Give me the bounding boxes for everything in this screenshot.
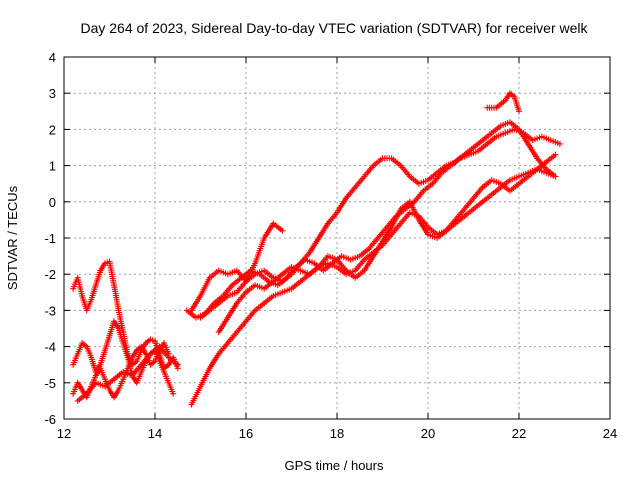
series-line (218, 154, 556, 333)
series-markers (70, 258, 181, 372)
series-trace-5 (188, 220, 286, 314)
x-tick-label: 20 (421, 426, 435, 441)
y-tick-label: 0 (49, 195, 56, 210)
y-tick-label: 1 (49, 159, 56, 174)
y-axis-label: SDTVAR / TECUs (5, 185, 20, 290)
series-markers (188, 220, 286, 314)
series-layer (70, 90, 563, 408)
chart-title: Day 264 of 2023, Sidereal Day-to-day VTE… (80, 20, 588, 36)
y-tick-label: 3 (49, 86, 56, 101)
series-markers (183, 126, 563, 321)
y-tick-label: -3 (44, 303, 56, 318)
y-tick-label: -1 (44, 231, 56, 246)
y-tick-label: -4 (44, 340, 56, 355)
series-trace-8 (197, 119, 559, 321)
x-tick-label: 12 (57, 426, 71, 441)
series-line (186, 128, 561, 319)
series-trace-10 (484, 90, 522, 115)
grid-lines (64, 57, 610, 419)
y-tick-label: -5 (44, 376, 56, 391)
y-tick-label: 4 (49, 50, 56, 65)
series-markers (74, 343, 181, 404)
series-trace-6 (183, 126, 563, 321)
series-markers (484, 90, 522, 115)
y-tick-label: -2 (44, 267, 56, 282)
x-tick-label: 16 (239, 426, 253, 441)
x-tick-label: 18 (330, 426, 344, 441)
series-markers (197, 119, 559, 321)
y-tick-label: -6 (44, 412, 56, 427)
series-markers (215, 151, 559, 336)
x-tick-label: 14 (148, 426, 162, 441)
x-tick-label: 24 (603, 426, 617, 441)
x-tick-label: 22 (512, 426, 526, 441)
x-axis-label: GPS time / hours (285, 458, 384, 473)
y-tick-label: 2 (49, 122, 56, 137)
series-line (190, 168, 556, 405)
series-trace-9 (215, 151, 559, 336)
series-trace-4 (74, 343, 181, 404)
